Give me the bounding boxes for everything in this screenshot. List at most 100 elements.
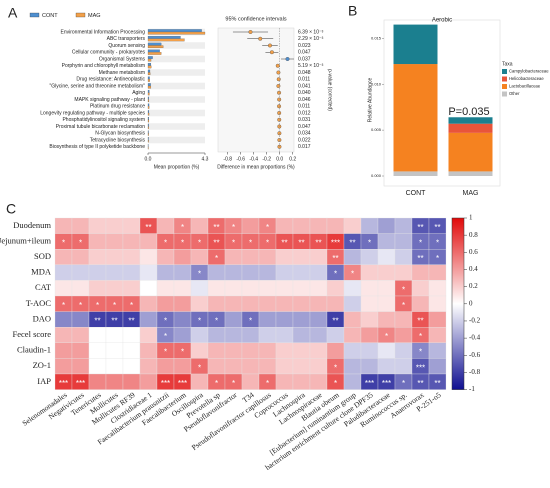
bar — [147, 45, 164, 49]
heatmap-cell — [207, 358, 226, 375]
significance: * — [402, 285, 405, 294]
p-value: 0.031 — [298, 117, 311, 123]
heatmap-cell — [326, 295, 345, 312]
significance: * — [215, 254, 218, 263]
heatmap-cell — [275, 249, 294, 265]
heatmap-cell — [105, 327, 124, 343]
p-value: 6.39 × 10⁻³ — [298, 29, 324, 35]
heatmap-cell — [428, 280, 447, 297]
bar — [147, 92, 150, 96]
significance: ** — [332, 254, 338, 263]
bar — [147, 103, 150, 107]
p-value: 5.19 × 10⁻³ — [298, 63, 324, 69]
significance: * — [215, 379, 218, 388]
heatmap-cell — [343, 373, 362, 390]
heatmap-cell — [309, 311, 328, 328]
bar-segment — [393, 24, 438, 65]
colorbar-tick-label: -0.6 — [469, 351, 481, 359]
significance: * — [62, 239, 65, 248]
legend-label: Lactobacillaceae — [509, 84, 541, 89]
heatmap-cell — [71, 311, 90, 328]
heatmap-cell — [326, 327, 345, 343]
heatmap-cell — [394, 264, 413, 281]
panel-label: C — [6, 201, 16, 217]
heatmap-cell — [394, 311, 413, 328]
p-value: 0.040 — [298, 90, 311, 96]
significance: *** — [382, 379, 391, 388]
bar — [147, 36, 181, 39]
heatmap-cell — [275, 295, 294, 312]
heatmap-cell — [122, 327, 141, 343]
legend-swatch — [502, 91, 507, 97]
heatmap-cell — [309, 295, 328, 312]
heatmap-cell — [88, 373, 107, 390]
difference-point — [275, 63, 280, 68]
heatmap-cell — [377, 264, 396, 281]
heatmap-cell — [428, 311, 447, 328]
significance: ** — [417, 223, 423, 232]
bar — [147, 76, 150, 80]
x-tick-label: 0.0 — [276, 156, 283, 162]
significance: * — [266, 379, 269, 388]
bar — [147, 79, 150, 82]
difference-point — [277, 90, 282, 95]
bar — [147, 72, 151, 76]
difference-point — [277, 131, 282, 136]
heatmap-cell — [428, 264, 447, 281]
row-stripe — [148, 69, 205, 76]
heatmap-cell — [360, 311, 379, 328]
difference-point — [268, 43, 272, 48]
annotation: P=0.035 — [448, 106, 489, 118]
significance: ** — [434, 379, 440, 388]
legend-label: MAG — [88, 13, 101, 19]
heatmap-cell — [88, 264, 107, 281]
significance: *** — [76, 379, 85, 388]
significance: ** — [213, 239, 219, 248]
heatmap-cell — [241, 342, 260, 359]
heatmap-cell — [224, 264, 243, 281]
x-tick-label: -0.6 — [236, 156, 245, 162]
x-tick-label: 0.2 — [289, 156, 296, 162]
bar-segment — [448, 132, 493, 172]
heatmap-cell — [139, 249, 158, 265]
category-label: Proximal tubule bicarbonate reclamation — [56, 124, 145, 130]
significance: * — [436, 239, 439, 248]
category-label: Cellular community - prokaryotes — [72, 50, 146, 56]
category-label: Phosphatidylinositol signaling system — [62, 117, 145, 123]
heatmap-cell — [139, 295, 158, 312]
heatmap-cell — [54, 280, 73, 297]
significance: * — [232, 223, 235, 232]
heatmap-cell — [394, 233, 413, 250]
p-value: 0.023 — [298, 43, 311, 49]
heatmap-cell — [292, 327, 311, 343]
bar — [147, 133, 149, 136]
heatmap-cell — [343, 249, 362, 265]
row-label: DAO — [33, 313, 51, 323]
bar — [147, 83, 151, 86]
bar — [147, 137, 149, 140]
heatmap-cell — [54, 358, 73, 375]
legend-label: Helicobacteraceae — [509, 76, 544, 81]
heatmap-cell — [394, 249, 413, 265]
bar-segment — [393, 171, 438, 176]
significance: * — [164, 348, 167, 357]
significance: * — [419, 332, 422, 341]
difference-point — [276, 84, 281, 88]
significance: * — [79, 301, 82, 310]
colorbar-tick-label: 0.4 — [469, 265, 478, 273]
heatmap-cell — [173, 295, 192, 312]
heatmap-cell — [173, 264, 192, 281]
heatmap-cell — [54, 327, 73, 343]
chart-title: 95% confidence intervals — [225, 16, 286, 22]
legend-label: CONT — [42, 13, 58, 19]
p-value: 0.011 — [298, 77, 310, 83]
row-stripe — [148, 123, 205, 130]
colorbar-tick-label: 0.8 — [469, 231, 478, 239]
heatmap-cell — [258, 264, 277, 281]
diff-frame — [217, 27, 295, 153]
difference-point — [269, 50, 274, 55]
heatmap-cell — [428, 295, 447, 312]
heatmap-cell — [224, 280, 243, 297]
heatmap-cell — [241, 264, 260, 281]
